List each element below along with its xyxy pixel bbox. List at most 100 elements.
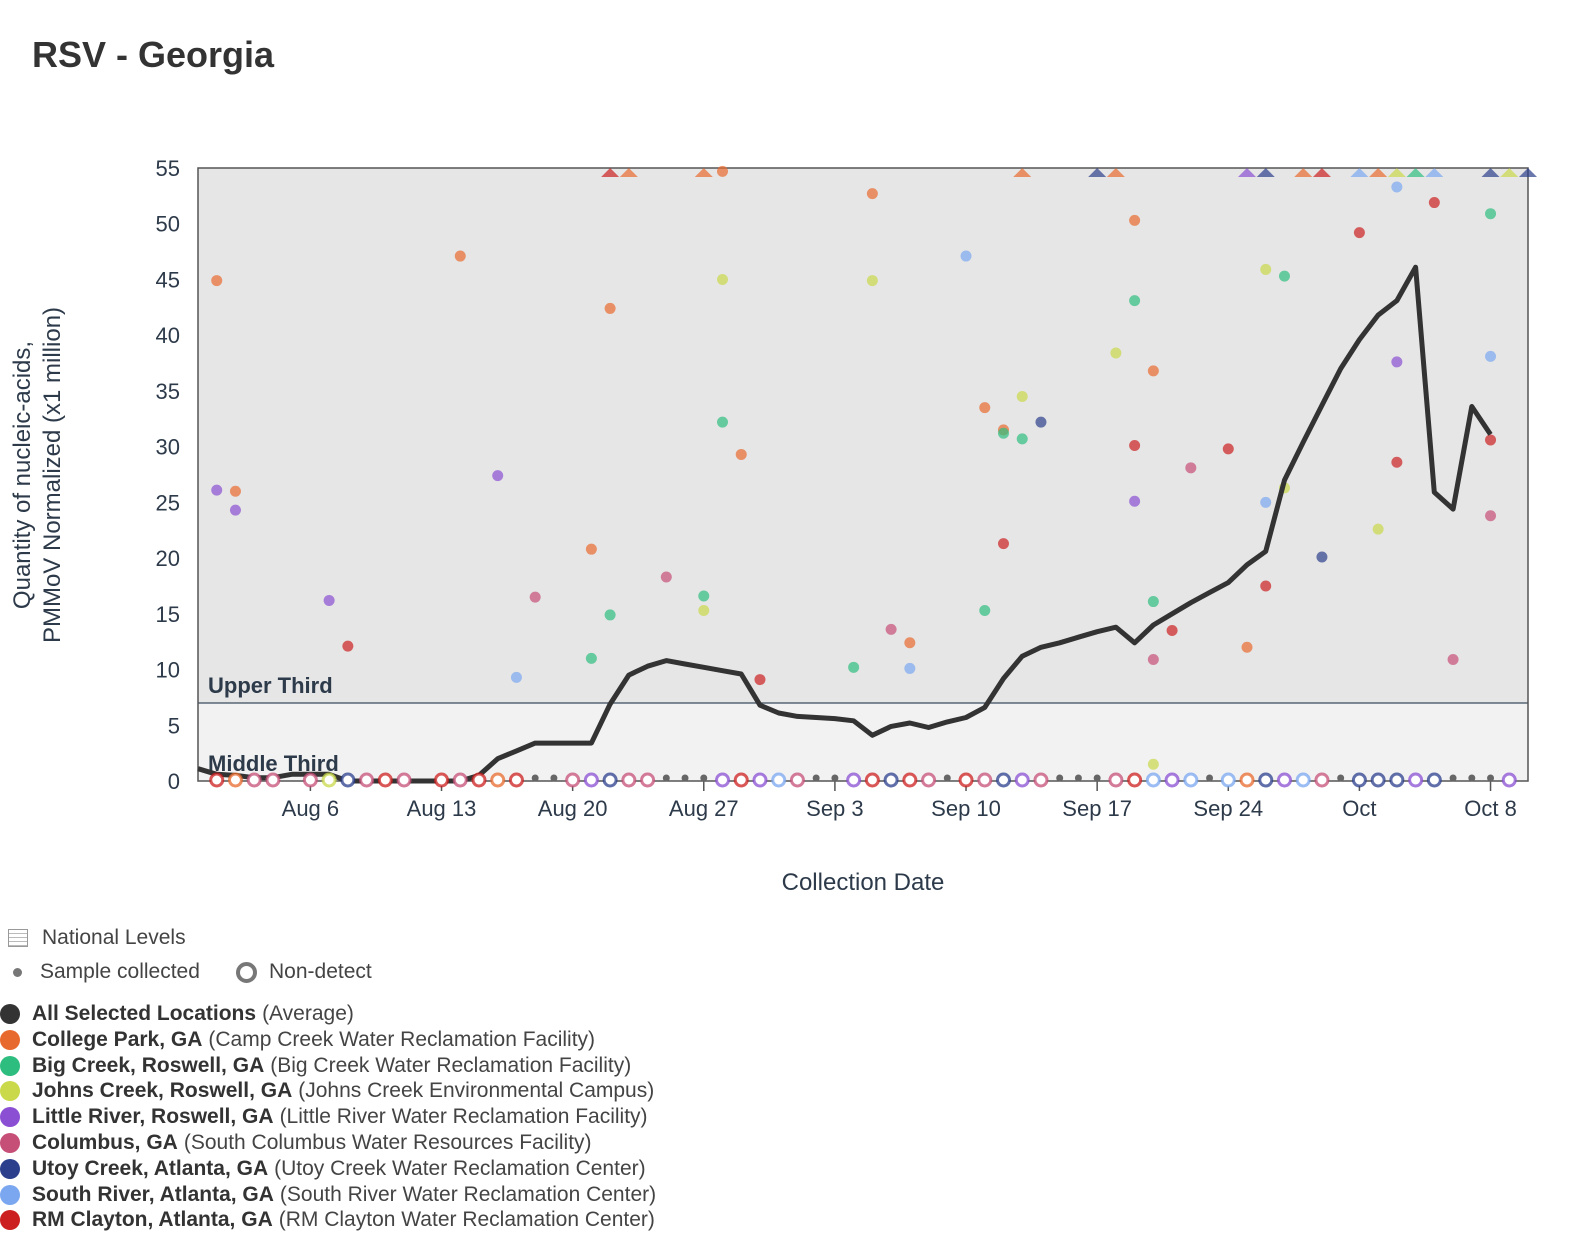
- data-point: [904, 637, 916, 649]
- above-range-marker: [1238, 168, 1257, 177]
- data-point: [1485, 434, 1497, 446]
- y-axis-title-line: PMMoV Normalized (x1 million): [39, 307, 66, 643]
- above-range-marker: [694, 168, 713, 177]
- location-points: [211, 165, 1497, 770]
- legend-swatch-icon: [0, 1210, 20, 1231]
- legend-sample-collected[interactable]: Sample collected: [0, 960, 200, 984]
- legend-item[interactable]: RM Clayton, Atlanta, GA (RM Clayton Water…: [0, 1208, 655, 1232]
- non-detect-ring: [771, 772, 787, 788]
- non-detect-ring: [1276, 772, 1292, 788]
- data-point: [885, 623, 897, 635]
- non-detect-ring: [227, 772, 243, 788]
- data-point: [717, 273, 729, 285]
- data-point: [1016, 433, 1028, 445]
- non-detect-ring: [640, 772, 656, 788]
- non-detect-ring: [1426, 772, 1442, 788]
- above-range-marker: [1481, 168, 1500, 177]
- sample-collected-dot: [700, 774, 708, 782]
- non-detect-ring: [1127, 772, 1143, 788]
- above-range-marker: [1406, 168, 1425, 177]
- legend-item[interactable]: Big Creek, Roswell, GA (Big Creek Water R…: [0, 1054, 631, 1078]
- legend-item[interactable]: Little River, Roswell, GA (Little River W…: [0, 1105, 648, 1129]
- data-point: [492, 470, 504, 482]
- non-detect-ring: [1239, 772, 1255, 788]
- non-detect-ring: [1258, 772, 1274, 788]
- data-point: [979, 604, 991, 616]
- y-tick-label: 20: [156, 546, 180, 571]
- sample-collected-dot: [1093, 774, 1101, 782]
- legend-item[interactable]: Utoy Creek, Atlanta, GA (Utoy Creek Water…: [0, 1157, 646, 1181]
- sample-collected-dot: [831, 774, 839, 782]
- non-detect-ring: [377, 772, 393, 788]
- above-range-marker: [1106, 168, 1125, 177]
- sample-collected-dot: [531, 774, 539, 782]
- above-range-marker: [619, 168, 638, 177]
- non-detect-ring: [583, 772, 599, 788]
- x-tick-label: Sep 10: [931, 796, 1001, 821]
- non-detect-ring: [1183, 772, 1199, 788]
- band-middle-third: [198, 702, 1528, 781]
- sample-collected-dot: [550, 774, 558, 782]
- legend-item[interactable]: South River, Atlanta, GA (South River Wat…: [0, 1183, 656, 1207]
- non-detect-ring: [921, 772, 937, 788]
- data-point: [1147, 596, 1159, 608]
- legend-national-levels[interactable]: National Levels: [0, 926, 186, 950]
- legend-item-name: Columbus, GA: [32, 1131, 178, 1154]
- non-detect-ring: [995, 772, 1011, 788]
- data-point: [1129, 495, 1141, 507]
- sample-collected-dot: [1056, 774, 1064, 782]
- legend-swatch-icon: [0, 1029, 20, 1050]
- data-point: [1016, 390, 1028, 402]
- legend-non-detect[interactable]: Non-detect: [236, 960, 372, 984]
- national-levels-icon: [8, 929, 28, 947]
- above-range-marker: [1312, 168, 1331, 177]
- sample-collected-dot: [1449, 774, 1457, 782]
- non-detect-ring: [209, 772, 225, 788]
- above-range-marker: [1294, 168, 1313, 177]
- legend-swatch-icon: [0, 1081, 20, 1102]
- sample-collected-dot: [1074, 774, 1082, 782]
- legend-item[interactable]: All Selected Locations (Average): [0, 1002, 354, 1026]
- above-range-marker: [1013, 168, 1032, 177]
- data-point: [229, 485, 241, 497]
- data-point: [1035, 416, 1047, 428]
- y-axis-title: Quantity of nucleic-acids, PMMoV Normaliz…: [9, 307, 66, 643]
- legend-item[interactable]: Johns Creek, Roswell, GA (Johns Creek Env…: [0, 1079, 654, 1103]
- legend-swatch-icon: [0, 1184, 20, 1205]
- data-point: [1485, 208, 1497, 220]
- data-point: [1185, 462, 1197, 474]
- non-detect-ring: [977, 772, 993, 788]
- sample-collected-dot: [1487, 774, 1495, 782]
- legend-item-facility: (Average): [262, 1002, 354, 1025]
- non-detect-ring: [1314, 772, 1330, 788]
- non-detect-ring: [1389, 772, 1405, 788]
- y-tick-label: 55: [156, 156, 180, 181]
- above-range-marker: [1387, 168, 1406, 177]
- non-detect-ring: [1220, 772, 1236, 788]
- non-detect-ring: [621, 772, 637, 788]
- y-tick-label: 25: [156, 490, 180, 515]
- y-tick-label: 5: [168, 713, 180, 738]
- non-detect-ring: [490, 772, 506, 788]
- legend-item[interactable]: College Park, GA (Camp Creek Water Reclam…: [0, 1028, 595, 1052]
- non-detect-ring: [1351, 772, 1367, 788]
- data-point: [717, 165, 729, 177]
- above-range-marker: [1350, 168, 1369, 177]
- data-point: [1241, 641, 1253, 653]
- legend-item-facility: (RM Clayton Water Reclamation Center): [278, 1208, 655, 1232]
- y-tick-label: 0: [168, 769, 180, 794]
- non-detect-ring: [471, 772, 487, 788]
- above-range-markers: [601, 168, 1537, 177]
- sample-collected-dot: [1206, 774, 1214, 782]
- legend-sample-collected-label: Sample collected: [40, 960, 200, 983]
- above-range-marker: [1369, 168, 1388, 177]
- data-point: [698, 604, 710, 616]
- above-range-marker: [1425, 168, 1444, 177]
- sample-dot-icon: [13, 967, 22, 977]
- non-detect-ring: [1408, 772, 1424, 788]
- data-point: [1260, 496, 1272, 508]
- data-point: [604, 302, 616, 314]
- x-axis: Aug 6 Aug 13 Aug 20 Aug 27 Sep 3 Sep 10 Sep 17…: [282, 781, 1517, 821]
- legend-item[interactable]: Columbus, GA (South Columbus Water Resour…: [0, 1131, 592, 1155]
